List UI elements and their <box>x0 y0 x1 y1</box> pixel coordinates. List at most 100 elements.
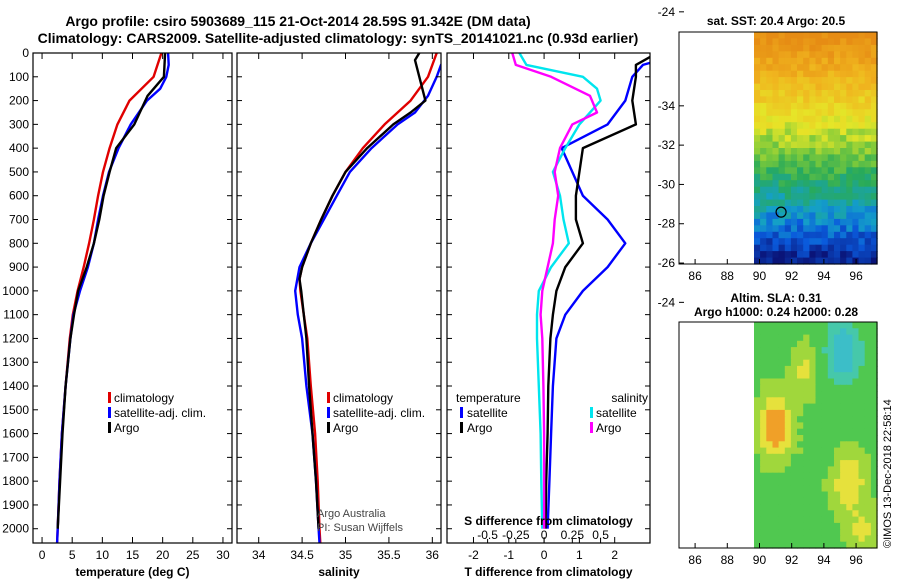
map-cell <box>858 83 866 91</box>
map-cell <box>846 154 854 162</box>
map-cell <box>784 90 792 97</box>
map-cell <box>797 397 804 405</box>
map-cell <box>772 154 780 162</box>
map-cell <box>858 422 866 430</box>
map-cell <box>821 428 829 436</box>
map-cell <box>827 32 835 39</box>
map-cell <box>864 257 872 265</box>
map-cell <box>815 359 823 367</box>
map2-title1: Altim. SLA: 0.31 <box>730 291 822 305</box>
map-cell <box>778 167 786 175</box>
map-cell <box>803 225 810 233</box>
map-cell <box>754 193 761 201</box>
map-cell <box>852 180 860 188</box>
map-cell <box>840 70 847 78</box>
y-tick-label: 0 <box>22 46 29 60</box>
map-cell <box>821 491 829 499</box>
map-cell <box>864 422 872 430</box>
map-cell <box>840 257 847 265</box>
map-cell <box>784 447 792 455</box>
map-cell <box>803 32 810 39</box>
map-cell <box>858 57 866 65</box>
map-cell <box>766 409 774 417</box>
map-cell <box>827 148 835 155</box>
map-cell <box>870 115 878 123</box>
map-cell <box>821 96 829 104</box>
map-cell <box>852 485 860 493</box>
map-cell <box>790 186 798 194</box>
map-cell <box>754 96 761 104</box>
map-cell <box>754 251 761 259</box>
map-cell <box>834 57 841 65</box>
map-cell <box>809 51 817 59</box>
map-cell <box>834 193 841 201</box>
map-cell <box>827 122 835 130</box>
map-cell <box>766 257 774 265</box>
map-cell <box>834 328 841 336</box>
map-x-tick-label: 88 <box>721 269 735 283</box>
map-cell <box>821 447 829 455</box>
map-cell <box>790 257 798 265</box>
map-cell <box>803 372 810 380</box>
map-cell <box>790 416 798 424</box>
map-cell <box>852 70 860 78</box>
map-cell <box>827 497 835 505</box>
map-cell <box>858 44 866 52</box>
map-cell <box>834 334 841 342</box>
map-cell <box>834 154 841 162</box>
map-cell <box>760 541 767 549</box>
map-cell <box>864 51 872 59</box>
map-cell <box>809 251 817 259</box>
map-cell <box>790 359 798 367</box>
map-cell <box>772 90 780 97</box>
map-cell <box>840 334 847 342</box>
map-cell <box>846 328 854 336</box>
map-cell <box>846 83 854 91</box>
map-cell <box>809 497 817 505</box>
map-cell <box>870 372 878 380</box>
map-cell <box>790 238 798 246</box>
map-cell <box>803 422 810 430</box>
map-cell <box>858 510 866 518</box>
map-cell <box>846 77 854 85</box>
map-cell <box>778 384 786 392</box>
map-cell <box>809 257 817 265</box>
map-cell <box>797 44 804 52</box>
map-cell <box>778 334 786 342</box>
map-cell <box>797 160 804 168</box>
map-cell <box>864 372 872 380</box>
map-cell <box>870 416 878 424</box>
x-tick-label: -2 <box>468 548 479 562</box>
map-cell <box>784 359 792 367</box>
map-cell <box>846 535 854 543</box>
map-cell <box>766 422 774 430</box>
map-cell <box>772 218 780 226</box>
map-cell <box>778 77 786 85</box>
map-cell <box>778 391 786 398</box>
map-cell <box>821 115 829 123</box>
map-cell <box>809 193 817 201</box>
map-cell <box>846 447 854 455</box>
map-cell <box>852 115 860 123</box>
map-cell <box>846 218 854 226</box>
legend-label-s-sat: satellite <box>596 406 637 420</box>
map-cell <box>766 199 774 207</box>
map-cell <box>790 397 798 405</box>
map-cell <box>784 193 792 201</box>
map-cell <box>778 90 786 97</box>
map-cell <box>827 359 835 367</box>
map-cell <box>864 199 872 207</box>
map-cell <box>790 485 798 493</box>
map-cell <box>870 397 878 405</box>
map-cell <box>784 102 792 110</box>
map-cell <box>778 372 786 380</box>
map-cell <box>754 218 761 226</box>
map-cell <box>760 44 767 52</box>
map-cell <box>772 397 780 405</box>
legend-label-sat: satellite-adj. clim. <box>333 406 425 420</box>
map-cell <box>778 135 786 143</box>
map-cell <box>852 353 860 361</box>
map-cell <box>840 51 847 59</box>
map-cell <box>864 365 872 373</box>
map-cell <box>778 160 786 168</box>
